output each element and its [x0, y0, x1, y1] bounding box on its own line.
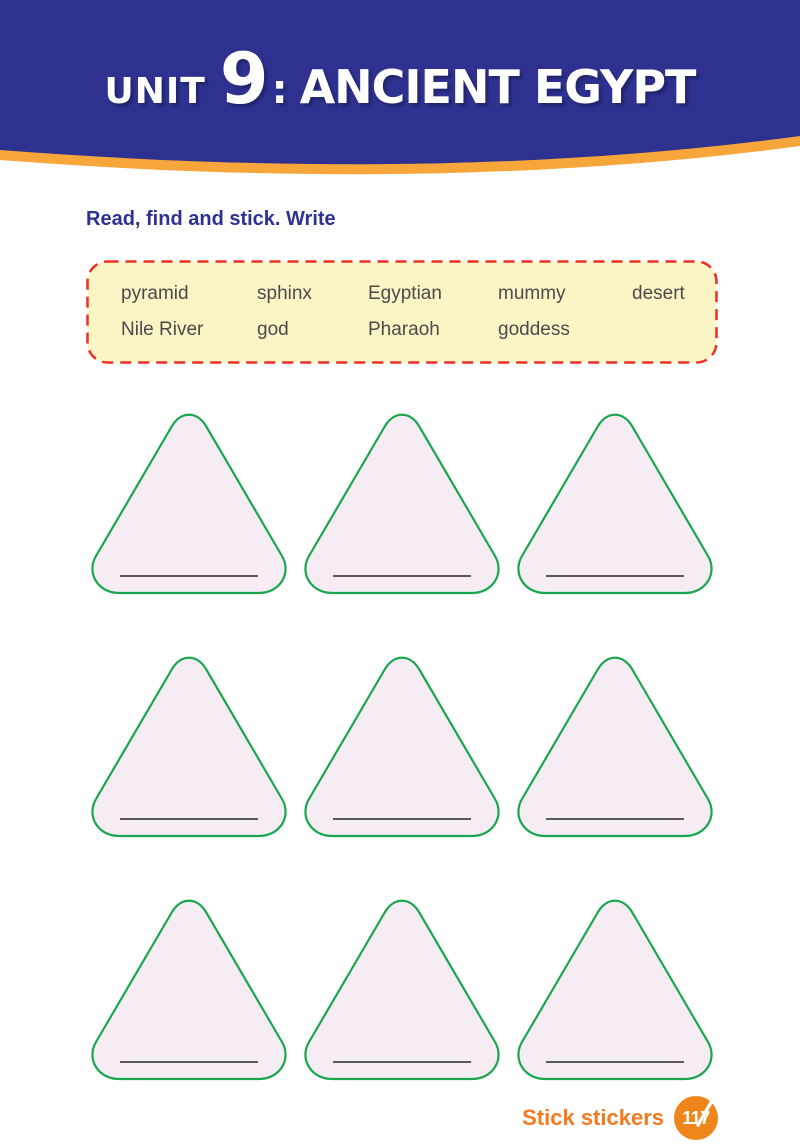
writing-line [333, 818, 471, 820]
word-bank-words: pyramid sphinx Egyptian mummy desert Nil… [86, 260, 718, 364]
word-desert: desert [632, 283, 685, 304]
unit-title-text: ANCIENT EGYPT [299, 60, 697, 114]
unit-separator: : [271, 67, 288, 113]
word-bank-row-2: Nile River god Pharaoh goddess [121, 312, 718, 348]
word-nile-river: Nile River [121, 319, 204, 340]
sticker-slot [86, 407, 292, 597]
banner-wave-graphic [0, 0, 800, 175]
triangle-outline [304, 656, 500, 838]
triangle-outline [304, 899, 500, 1081]
word-mummy: mummy [498, 283, 566, 304]
writing-line [546, 575, 684, 577]
triangle-outline [91, 899, 287, 1081]
page-number-badge: 117 [674, 1092, 718, 1140]
word-bank: pyramid sphinx Egyptian mummy desert Nil… [86, 260, 718, 364]
word-pyramid: pyramid [121, 283, 189, 304]
writing-line [120, 818, 258, 820]
sticker-slot [86, 893, 292, 1083]
word-sphinx: sphinx [257, 283, 312, 304]
page-number: 117 [682, 1107, 710, 1128]
sticker-slot [512, 407, 718, 597]
banner-blue-band [0, 0, 800, 165]
writing-line [120, 1061, 258, 1063]
unit-number: 9 [219, 38, 269, 120]
unit-title: UNIT 9 : ANCIENT EGYPT [0, 0, 800, 122]
unit-banner: UNIT 9 : ANCIENT EGYPT [0, 0, 800, 190]
triangle-outline [304, 413, 500, 595]
triangle-outline [517, 413, 713, 595]
sticker-grid [86, 407, 718, 1083]
footer-action-label: Stick stickers [522, 1105, 664, 1130]
word-pharaoh: Pharaoh [368, 319, 440, 340]
word-bank-row-1: pyramid sphinx Egyptian mummy desert [121, 276, 718, 312]
writing-line [333, 575, 471, 577]
word-goddess: goddess [498, 319, 570, 340]
triangle-outline [91, 413, 287, 595]
triangle-outline [517, 656, 713, 838]
sticker-slot [512, 650, 718, 840]
sticker-slot [512, 893, 718, 1083]
writing-line [333, 1061, 471, 1063]
triangle-outline [91, 656, 287, 838]
footer: Stick stickers 117 [522, 1092, 718, 1140]
word-god: god [257, 319, 289, 340]
pencil-slash-icon [696, 1092, 715, 1127]
writing-line [120, 575, 258, 577]
unit-label: UNIT [104, 71, 206, 112]
sticker-slot [86, 650, 292, 840]
sticker-slot [299, 650, 505, 840]
triangle-outline [517, 899, 713, 1081]
word-bank-border [86, 260, 718, 364]
sticker-slot [299, 893, 505, 1083]
writing-line [546, 818, 684, 820]
instruction-text: Read, find and stick. Write [86, 208, 336, 230]
word-egyptian: Egyptian [368, 283, 442, 304]
writing-line [546, 1061, 684, 1063]
sticker-slot [299, 407, 505, 597]
